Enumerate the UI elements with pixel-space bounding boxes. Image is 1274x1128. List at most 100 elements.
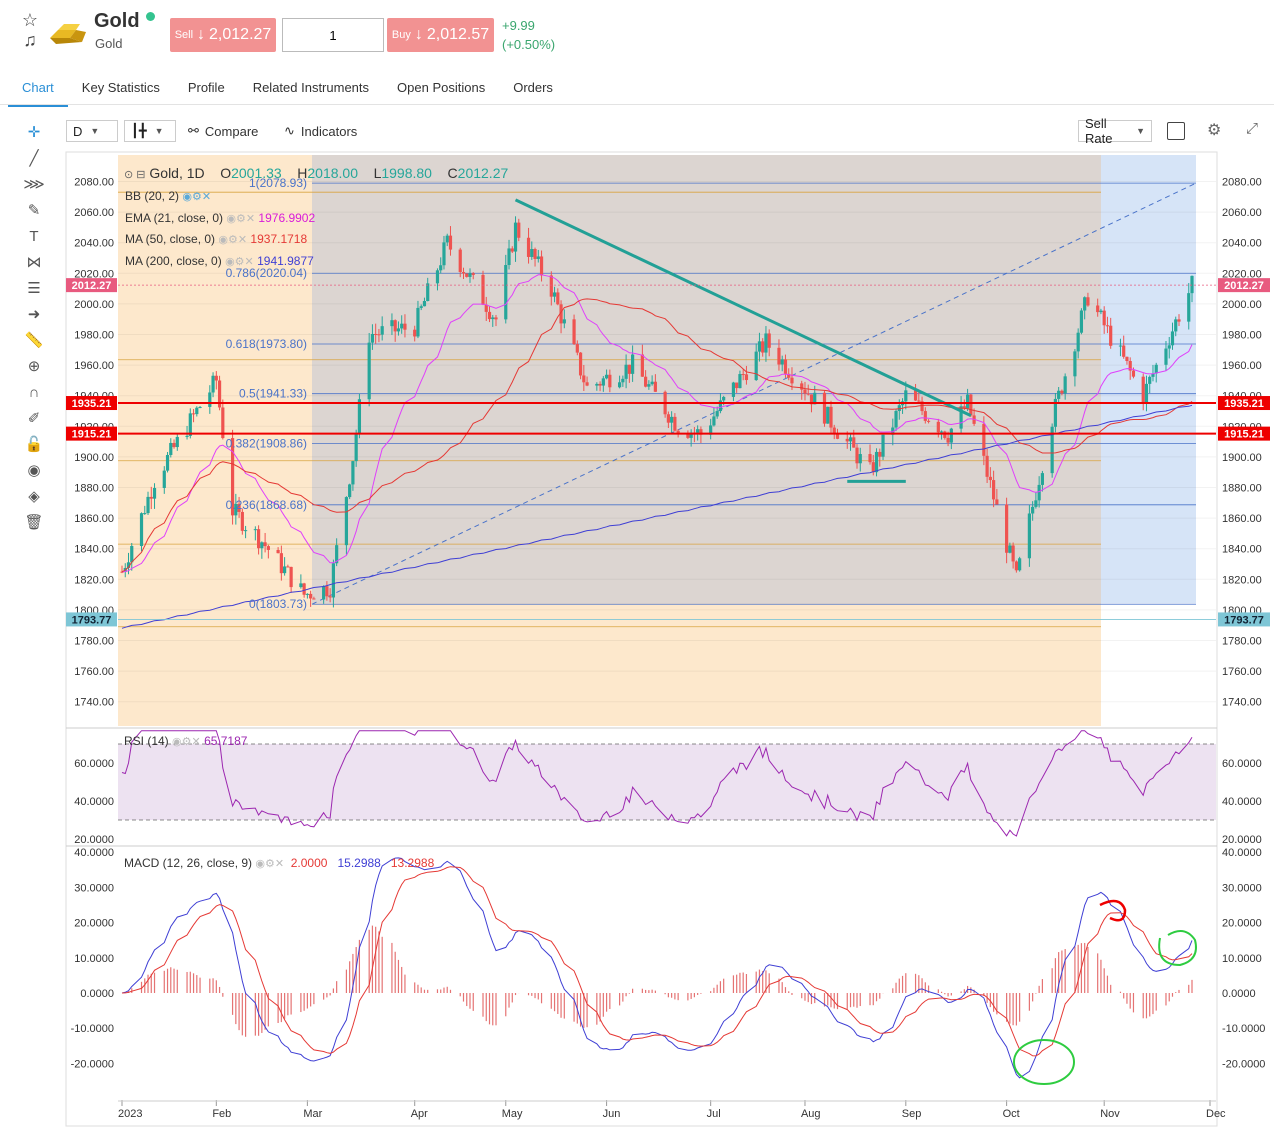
candle-body [335,545,339,564]
candle-body [735,382,739,389]
pitchfork-icon[interactable]: ⋙ [23,176,45,193]
price-tick-right: 2080.00 [1222,177,1262,189]
arrow-icon[interactable]: ➜ [27,306,41,323]
buy-button[interactable]: Buy ↓ 2,012.57 [387,18,494,52]
fib-zone-mid [312,155,1101,603]
candle-body [426,283,430,302]
alert-bell-icon[interactable]: ♫ [23,30,37,50]
candle-body [221,407,225,439]
candle-body [647,384,651,387]
tab-related-instruments[interactable]: Related Instruments [252,80,370,95]
candle-body [152,487,157,499]
price-tick-right: 1840.00 [1222,544,1262,556]
settings-gear-icon[interactable]: ⚙ [1207,122,1222,139]
collapse-icon[interactable]: ⊙ ⊟ [124,169,146,181]
indicator-controls-icon[interactable]: ◉⚙✕ [182,191,212,203]
candle-body [214,375,218,381]
star-icon[interactable]: ☆ [21,10,39,30]
price-tick-left: 2080.00 [74,177,114,189]
ruler-icon[interactable]: 📏 [24,332,44,349]
tab-profile[interactable]: Profile [187,80,225,95]
candle-body [172,442,176,448]
candle-body [803,389,807,394]
macd-tick-left: -20.0000 [71,1058,114,1070]
lock-icon[interactable]: 🔓 [24,436,44,453]
candle-body [835,434,840,439]
gold-bars-logo [46,14,90,46]
candle-body [448,235,453,250]
text-icon[interactable]: T [29,228,39,245]
indicator-controls-icon[interactable]: ◉⚙✕ [172,736,201,748]
chart-frame [65,151,1218,1127]
indicators-button[interactable]: ∿ Indicators [284,120,357,142]
candle-body [809,394,814,405]
candle-body [962,406,966,409]
candle-body [510,248,514,252]
tabs-divider [0,104,1274,105]
eye-icon[interactable]: ◉ [27,462,41,479]
magnet-icon[interactable]: ∩ [28,384,40,401]
brush-icon[interactable]: ✎ [27,202,41,219]
tab-open-positions[interactable]: Open Positions [397,80,486,95]
candle-body [562,319,566,324]
trend-line-icon[interactable]: ╱ [29,150,39,167]
candle-body [240,511,244,531]
candle-body [1073,351,1077,377]
indicator-legend: BB (20, 2) ◉⚙✕ EMA (21, close, 0) ◉⚙✕ 19… [125,186,315,272]
fibonacci-icon[interactable]: ☰ [27,280,41,297]
tab-key-statistics[interactable]: Key Statistics [81,80,160,95]
interval-select[interactable]: D ▼ [66,120,118,142]
tab-orders[interactable]: Orders [513,80,553,95]
tab-chart[interactable]: Chart [8,76,68,107]
candle-body [234,503,238,516]
time-tick-label: Feb [212,1108,231,1120]
indicator-controls-icon[interactable]: ◉⚙✕ [225,255,254,268]
compare-button[interactable]: ⚯ Compare [188,120,258,142]
candle-body [416,307,420,337]
annotation-mark-red [1099,899,1127,922]
indicator-controls-icon[interactable]: ◉⚙✕ [226,212,256,225]
candle-body [696,429,700,433]
header-actions: ☆ ♫ [18,10,42,50]
candle-body [513,222,518,252]
quantity-input[interactable] [282,18,384,52]
lock-drawing-icon[interactable]: ✐ [27,410,41,427]
candle-body [305,593,309,595]
layers-icon[interactable]: ◈ [28,488,40,505]
candle-body [439,265,443,271]
macd-line [121,857,1193,1079]
candle-body [1050,426,1054,474]
candle-body [217,380,222,408]
screenshot-checkbox[interactable] [1167,122,1185,140]
candle-body [175,436,179,448]
instrument-subtitle: Gold [95,36,123,51]
fib-level-label: 1(2078.93) [249,176,307,190]
pattern-icon[interactable]: ⋈ [26,254,42,271]
candle-body [494,317,498,320]
indicator-controls-icon[interactable]: ◉⚙✕ [218,234,248,246]
trash-icon[interactable]: 🗑 [24,514,44,531]
level1-badge-left: 1935.21 [72,398,112,410]
chart-type-select[interactable]: ┃╋ ▼ [124,120,176,142]
candle-body [299,583,303,588]
candle-body [627,364,631,374]
rsi-line [121,730,1193,837]
zoom-icon[interactable]: ⊕ [27,358,41,375]
candle-body [289,566,293,588]
sell-button[interactable]: Sell ↓ 2,012.27 [170,18,276,52]
indicator-controls-icon[interactable]: ◉⚙✕ [255,858,285,870]
candle-body [631,354,635,374]
ema-value: 1976.9902 [258,210,316,225]
fullscreen-icon[interactable]: ⤢ [1246,120,1259,137]
crosshair-icon[interactable]: ✛ [27,124,41,141]
candle-body [871,462,875,473]
price-source-select[interactable]: Sell Rate ▼ [1078,116,1152,146]
price-change: +9.99 (+0.50%) [502,16,555,54]
ma50-label: MA (50, close, 0) [125,232,216,246]
candle-body [435,270,440,284]
candle-body [787,373,791,378]
price-tick-right: 2000.00 [1222,299,1262,311]
ma200-value: 1941.9877 [257,253,314,268]
candle-body [377,334,381,336]
